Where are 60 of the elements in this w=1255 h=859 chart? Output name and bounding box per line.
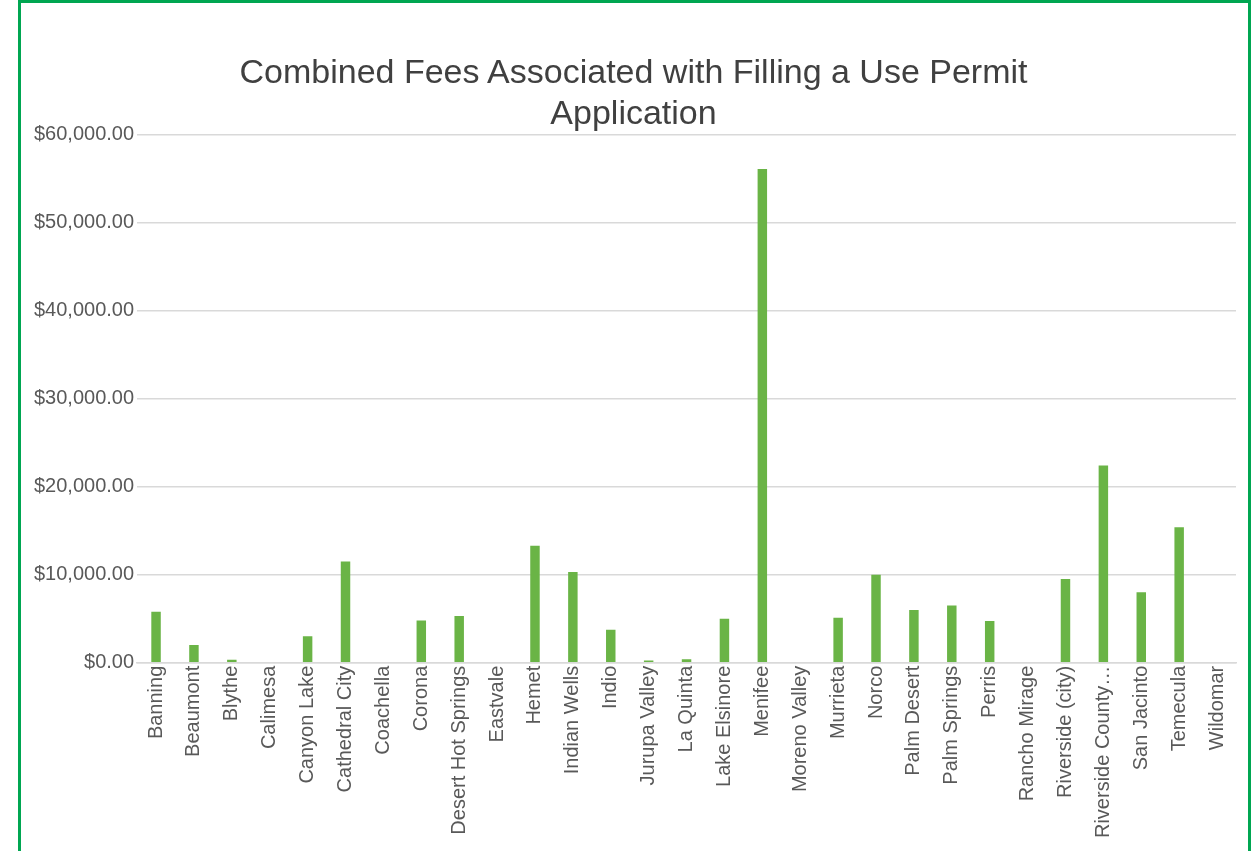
x-tick-label: San Jacinto	[1128, 665, 1151, 771]
x-tick-label: Riverside County…	[1090, 665, 1113, 839]
bar	[757, 168, 768, 662]
x-tick-label: Wildomar	[1204, 665, 1227, 751]
bar	[1174, 527, 1184, 662]
x-tick-label: Coachella	[370, 664, 393, 755]
x-tick-label: Perris	[977, 665, 1000, 718]
bar	[871, 574, 881, 662]
x-tick-label: Beaumont	[181, 665, 204, 757]
text: Combined Fees Associated with Filling a Use Permit	[239, 51, 1028, 90]
bar	[227, 659, 237, 662]
x-tick-label: Cathedral City	[333, 665, 356, 793]
y-tick-label: $20,000.00	[33, 474, 135, 497]
y-tick-label: $0.00	[84, 650, 135, 673]
x-tick-label: Norco	[863, 665, 886, 720]
bar	[1136, 592, 1146, 662]
x-tick-label: Palm Desert	[901, 665, 924, 776]
bar	[416, 620, 427, 662]
x-tick-label: Banning	[143, 665, 166, 740]
y-tick-label: $50,000.00	[33, 210, 135, 233]
bar	[189, 645, 199, 662]
bar	[302, 636, 313, 662]
y-tick-label: $40,000.00	[33, 298, 135, 321]
y-tick-label: $60,000.00	[33, 122, 135, 145]
y-tick-label: $30,000.00	[33, 386, 135, 409]
bar	[681, 659, 692, 662]
y-tick-label: $10,000.00	[33, 562, 135, 585]
bar	[833, 617, 843, 662]
x-tick-label: Canyon Lake	[295, 665, 318, 784]
bar	[1060, 579, 1071, 662]
bar	[340, 561, 351, 662]
x-tick-label: Hemet	[522, 665, 545, 725]
bar	[530, 545, 540, 662]
x-tick-label: Jurupa Valley	[636, 665, 659, 786]
bar	[947, 605, 957, 662]
bar	[454, 616, 464, 662]
x-tick-label: Desert Hot Springs	[446, 665, 469, 835]
bar	[719, 618, 730, 662]
bar	[909, 609, 919, 662]
x-tick-label: Calimesa	[257, 664, 280, 750]
x-tick-label: Riverside (city)	[1053, 665, 1075, 798]
bar	[568, 572, 578, 662]
bar	[1098, 465, 1109, 662]
bar	[984, 620, 995, 662]
text: Application	[550, 92, 717, 131]
x-tick-label: Rancho Mirage	[1015, 665, 1038, 802]
x-tick-label: Eastvale	[484, 665, 507, 743]
x-tick-label: Palm Springs	[939, 665, 962, 785]
bar	[606, 629, 616, 662]
x-tick-label: Indian Wells	[560, 665, 583, 775]
x-tick-label: Murrieta	[825, 664, 848, 740]
x-tick-label: Lake Elsinore	[711, 665, 734, 787]
x-tick-label: Indio	[598, 665, 621, 710]
x-tick-label: Moreno Valley	[787, 665, 810, 793]
bar	[151, 611, 161, 662]
x-tick-label: La Quinta	[674, 664, 697, 753]
x-tick-label: Corona	[408, 664, 431, 732]
x-tick-label: Menifee	[749, 665, 772, 737]
x-tick-label: Blythe	[219, 665, 242, 722]
x-tick-label: Temecula	[1166, 664, 1189, 752]
